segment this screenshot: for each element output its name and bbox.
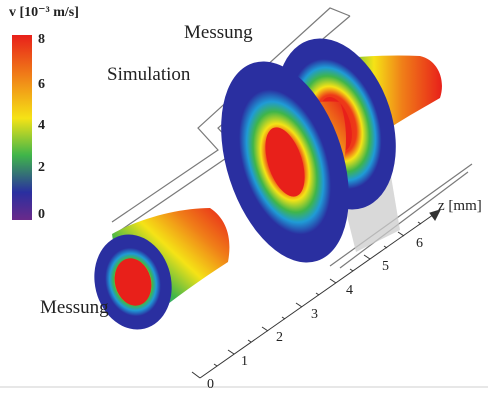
colorbar-tick: 8	[38, 32, 45, 47]
colorbar-tick: 6	[38, 77, 45, 92]
z-axis-label: z [mm]	[438, 198, 482, 214]
z-tick-label: 2	[276, 330, 283, 345]
z-tick-label: 0	[207, 377, 214, 392]
z-tick-label: 1	[241, 354, 248, 369]
measurement-bottom-label: Messung	[40, 297, 109, 318]
colorbar-title: v [10⁻³ m/s]	[9, 5, 79, 20]
colorbar-tick: 0	[38, 207, 45, 222]
simulation-label: Simulation	[107, 64, 191, 85]
colorbar-tick: 4	[38, 118, 45, 133]
z-axis	[191, 209, 441, 379]
z-tick-label: 4	[346, 283, 353, 298]
measurement-bottom-core	[114, 258, 152, 306]
z-tick-label: 6	[416, 236, 423, 251]
measurement-top-label: Messung	[184, 22, 253, 43]
colorbar-tick: 2	[38, 160, 45, 175]
colorbar-gradient	[12, 35, 32, 220]
simulation-core	[265, 127, 305, 197]
z-tick-label: 5	[382, 259, 389, 274]
z-tick-label: 3	[311, 307, 318, 322]
